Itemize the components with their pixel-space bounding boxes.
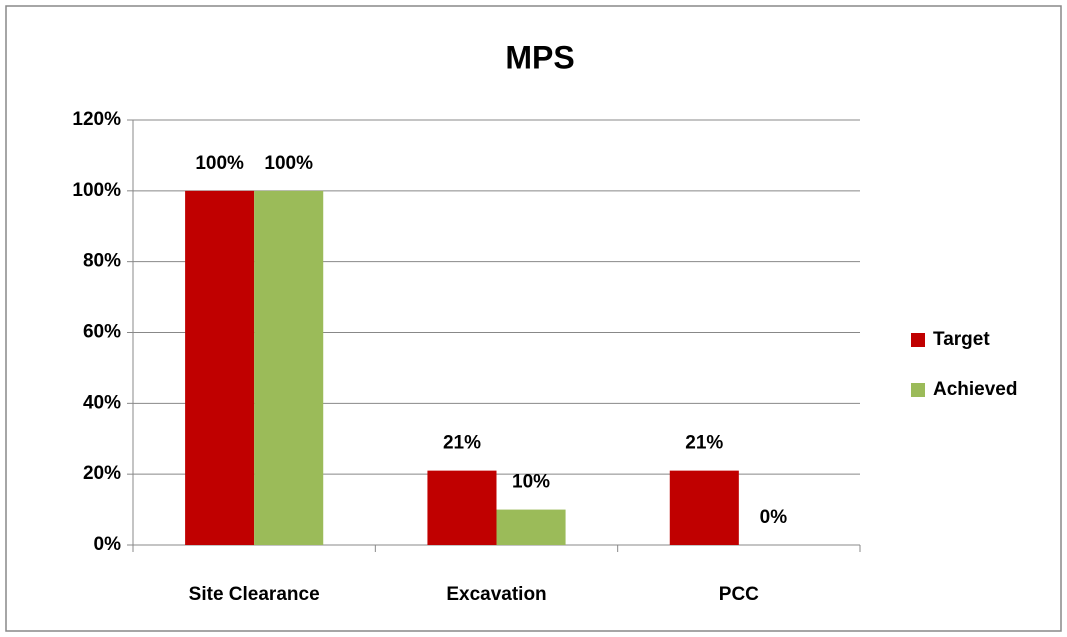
bar	[669, 470, 739, 545]
value-label: 100%	[264, 153, 313, 174]
value-label: 100%	[195, 153, 244, 174]
y-tick-label: 0%	[94, 534, 122, 555]
y-tick-label: 20%	[83, 463, 121, 484]
bar	[427, 470, 497, 545]
x-tick-label: PCC	[719, 584, 759, 605]
legend-label: Target	[933, 329, 990, 350]
value-label: 21%	[443, 433, 481, 454]
y-tick-label: 120%	[72, 109, 121, 130]
y-tick-label: 40%	[83, 392, 121, 413]
legend-swatch	[911, 383, 925, 397]
y-tick-label: 80%	[83, 251, 121, 272]
value-label: 10%	[512, 472, 550, 493]
bar	[254, 190, 324, 546]
legend-label: Achieved	[933, 379, 1017, 400]
y-tick-label: 100%	[72, 180, 121, 201]
legend-swatch	[911, 333, 925, 347]
bar	[185, 190, 255, 546]
value-label: 21%	[685, 433, 723, 454]
chart-title: MPS	[505, 39, 574, 75]
bar	[496, 509, 566, 545]
x-tick-label: Excavation	[446, 584, 546, 605]
x-tick-label: Site Clearance	[189, 584, 320, 605]
value-label: 0%	[760, 507, 788, 528]
y-tick-label: 60%	[83, 322, 121, 343]
